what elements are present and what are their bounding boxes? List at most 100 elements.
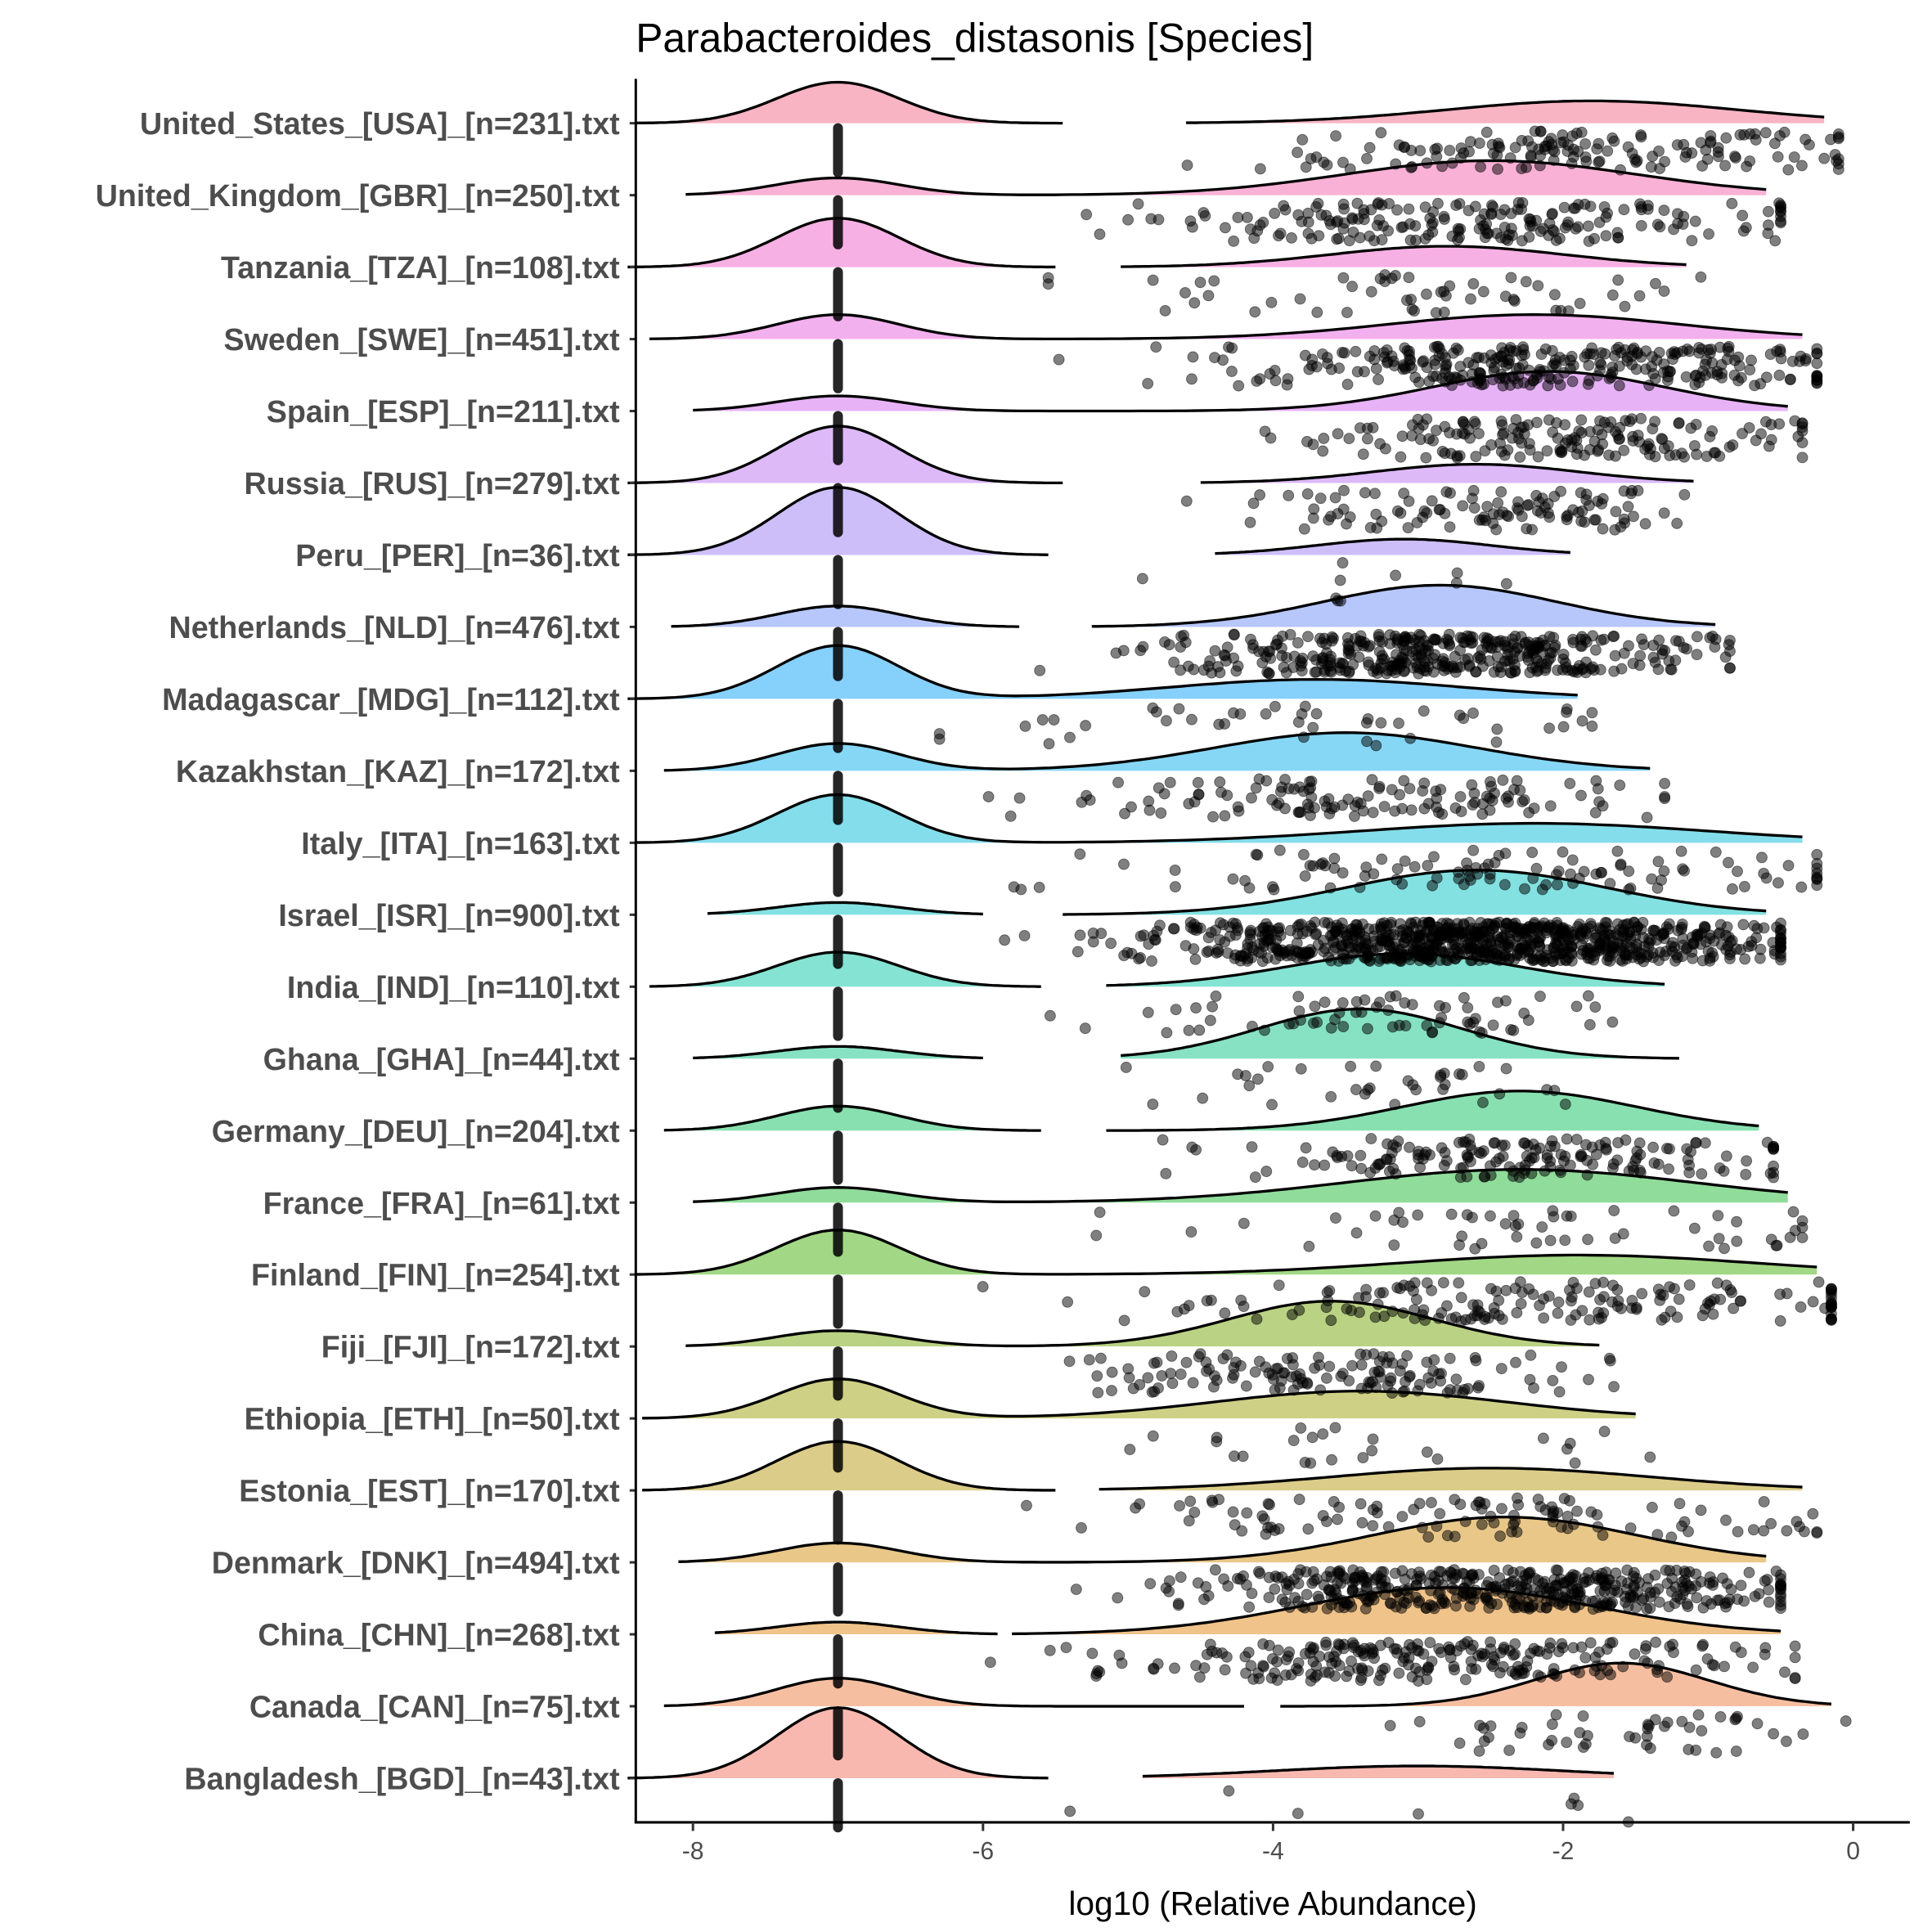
data-point [1706, 946, 1719, 959]
data-point [1589, 1001, 1602, 1013]
data-point [1454, 1498, 1467, 1511]
data-point [1485, 1170, 1497, 1181]
data-point [1673, 417, 1685, 429]
data-point [1314, 492, 1327, 505]
data-point [1286, 231, 1297, 244]
data-point [1621, 351, 1633, 363]
data-point [1290, 1370, 1302, 1382]
data-point [1420, 452, 1432, 464]
data-point [1634, 198, 1646, 210]
data-point [1331, 233, 1343, 245]
data-point [1426, 495, 1438, 507]
data-point [1789, 1651, 1801, 1664]
data-point [1095, 1352, 1107, 1364]
data-point [1287, 1435, 1300, 1447]
data-point [1637, 932, 1649, 944]
data-point [1492, 137, 1504, 150]
data-point [1134, 1378, 1146, 1391]
data-point [1495, 1363, 1507, 1375]
data-point [1362, 713, 1374, 725]
data-point [1018, 930, 1031, 941]
data-point [1197, 1092, 1209, 1104]
data-point [1512, 196, 1525, 209]
data-point [1183, 1024, 1195, 1036]
data-point [1393, 1206, 1405, 1219]
data-point [1763, 440, 1775, 452]
data-point [1341, 1303, 1353, 1315]
data-point [1273, 1279, 1285, 1292]
data-point [1737, 919, 1750, 931]
data-point [1482, 858, 1494, 870]
data-point [1360, 861, 1373, 874]
data-point [1193, 1024, 1206, 1036]
data-point [1548, 1085, 1561, 1097]
data-point [1363, 1594, 1375, 1606]
data-point [1493, 509, 1505, 520]
data-point [1355, 1498, 1367, 1510]
data-point [1491, 149, 1503, 161]
data-point [1234, 708, 1247, 720]
data-point [1606, 289, 1619, 301]
data-point [1458, 1568, 1470, 1580]
data-point [1582, 990, 1594, 1002]
y-tick-label: Netherlands_[NLD]_[n=476].txt [169, 610, 621, 645]
data-point [1451, 567, 1463, 579]
data-point [1361, 152, 1373, 164]
data-point [1439, 1078, 1451, 1090]
data-point [1453, 709, 1466, 721]
data-point [1375, 127, 1387, 139]
data-point [1253, 1355, 1265, 1368]
data-point [1307, 860, 1319, 872]
data-point [1139, 1286, 1151, 1298]
data-point [1398, 775, 1410, 787]
data-point [1497, 1660, 1509, 1673]
data-point [1074, 848, 1086, 860]
x-tick-label: -8 [682, 1838, 704, 1865]
data-point [1496, 1503, 1507, 1515]
data-point [1686, 235, 1698, 247]
data-point [1344, 511, 1356, 523]
data-point [1329, 492, 1341, 504]
data-point [1036, 714, 1049, 726]
data-point [1332, 428, 1344, 440]
data-point [1373, 1674, 1385, 1687]
data-point [1329, 1422, 1341, 1434]
data-point [1672, 924, 1684, 937]
data-point [1622, 929, 1634, 941]
data-point [1251, 1073, 1264, 1085]
data-point [1462, 357, 1475, 369]
data-point [1499, 847, 1512, 860]
density-outline [1063, 869, 1767, 916]
data-point [1554, 379, 1566, 391]
data-point [1302, 1523, 1314, 1535]
density-outline [693, 1045, 983, 1060]
data-point [1586, 707, 1598, 719]
data-point [1719, 1660, 1730, 1673]
data-point [1361, 735, 1373, 748]
data-point [1444, 1644, 1456, 1656]
data-point [1488, 1516, 1500, 1529]
data-point [1246, 1141, 1258, 1153]
data-point [1595, 347, 1607, 359]
data-point [1534, 1142, 1546, 1154]
density-fill [1106, 1090, 1759, 1131]
data-point [1407, 944, 1419, 956]
data-point [1368, 868, 1380, 880]
data-point [1768, 1140, 1780, 1152]
data-point [1350, 1571, 1362, 1584]
data-point [1373, 374, 1384, 385]
data-point [1558, 366, 1570, 379]
y-tick-label: Sweden_[SWE]_[n=451].txt [223, 322, 620, 357]
data-point [1413, 1597, 1425, 1609]
data-point [1624, 1522, 1637, 1534]
data-point [1317, 654, 1329, 667]
data-point [1319, 996, 1331, 1009]
data-point [1537, 222, 1549, 235]
density-outline [693, 1168, 1788, 1203]
data-point [1664, 1143, 1675, 1155]
data-point [1610, 505, 1622, 518]
data-point [1283, 783, 1295, 795]
data-point [1813, 1276, 1825, 1288]
data-point [1422, 1531, 1435, 1543]
data-point [1227, 1506, 1239, 1518]
